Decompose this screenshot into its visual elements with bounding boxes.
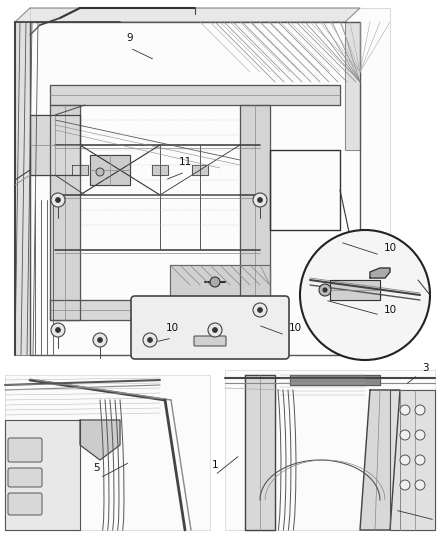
Circle shape [208,323,222,337]
Circle shape [258,198,262,203]
Circle shape [415,430,425,440]
Polygon shape [30,8,390,355]
Text: 9: 9 [127,33,133,43]
Polygon shape [5,420,80,530]
Polygon shape [345,22,360,150]
Circle shape [51,323,65,337]
Circle shape [96,168,104,176]
Polygon shape [50,105,80,320]
Polygon shape [245,375,275,530]
Text: 10: 10 [289,323,301,333]
Text: 3: 3 [422,363,428,373]
Text: 10: 10 [383,305,396,315]
Polygon shape [152,165,168,175]
Polygon shape [30,115,80,175]
Polygon shape [50,300,270,320]
Text: 10: 10 [166,323,179,333]
Polygon shape [330,280,380,300]
Circle shape [400,405,410,415]
Circle shape [319,284,331,296]
Polygon shape [90,155,130,185]
Circle shape [300,230,430,360]
Polygon shape [390,390,435,530]
Circle shape [258,308,262,312]
Text: 1: 1 [212,460,218,470]
Circle shape [93,333,107,347]
Polygon shape [72,165,88,175]
Polygon shape [5,375,210,530]
Polygon shape [290,375,380,385]
Circle shape [323,288,327,292]
FancyBboxPatch shape [131,296,289,359]
Text: 11: 11 [178,157,192,167]
Circle shape [212,327,218,333]
Circle shape [98,337,102,343]
FancyBboxPatch shape [8,438,42,462]
Polygon shape [15,8,360,22]
FancyBboxPatch shape [8,493,42,515]
Polygon shape [360,390,400,530]
Circle shape [210,277,220,287]
Polygon shape [225,370,435,530]
Circle shape [56,327,60,333]
Circle shape [415,480,425,490]
FancyBboxPatch shape [8,468,42,487]
Circle shape [415,405,425,415]
Circle shape [415,455,425,465]
Polygon shape [50,85,340,105]
Circle shape [253,193,267,207]
Circle shape [400,480,410,490]
Polygon shape [15,22,30,355]
Circle shape [148,337,152,343]
Circle shape [56,198,60,203]
Circle shape [143,333,157,347]
Text: 5: 5 [94,463,100,473]
Circle shape [51,193,65,207]
Circle shape [253,303,267,317]
Text: 10: 10 [383,243,396,253]
Polygon shape [80,420,120,460]
Circle shape [400,430,410,440]
FancyBboxPatch shape [194,336,226,346]
Polygon shape [192,165,208,175]
Polygon shape [370,268,390,278]
Circle shape [400,455,410,465]
Polygon shape [240,105,270,300]
Polygon shape [170,265,270,300]
